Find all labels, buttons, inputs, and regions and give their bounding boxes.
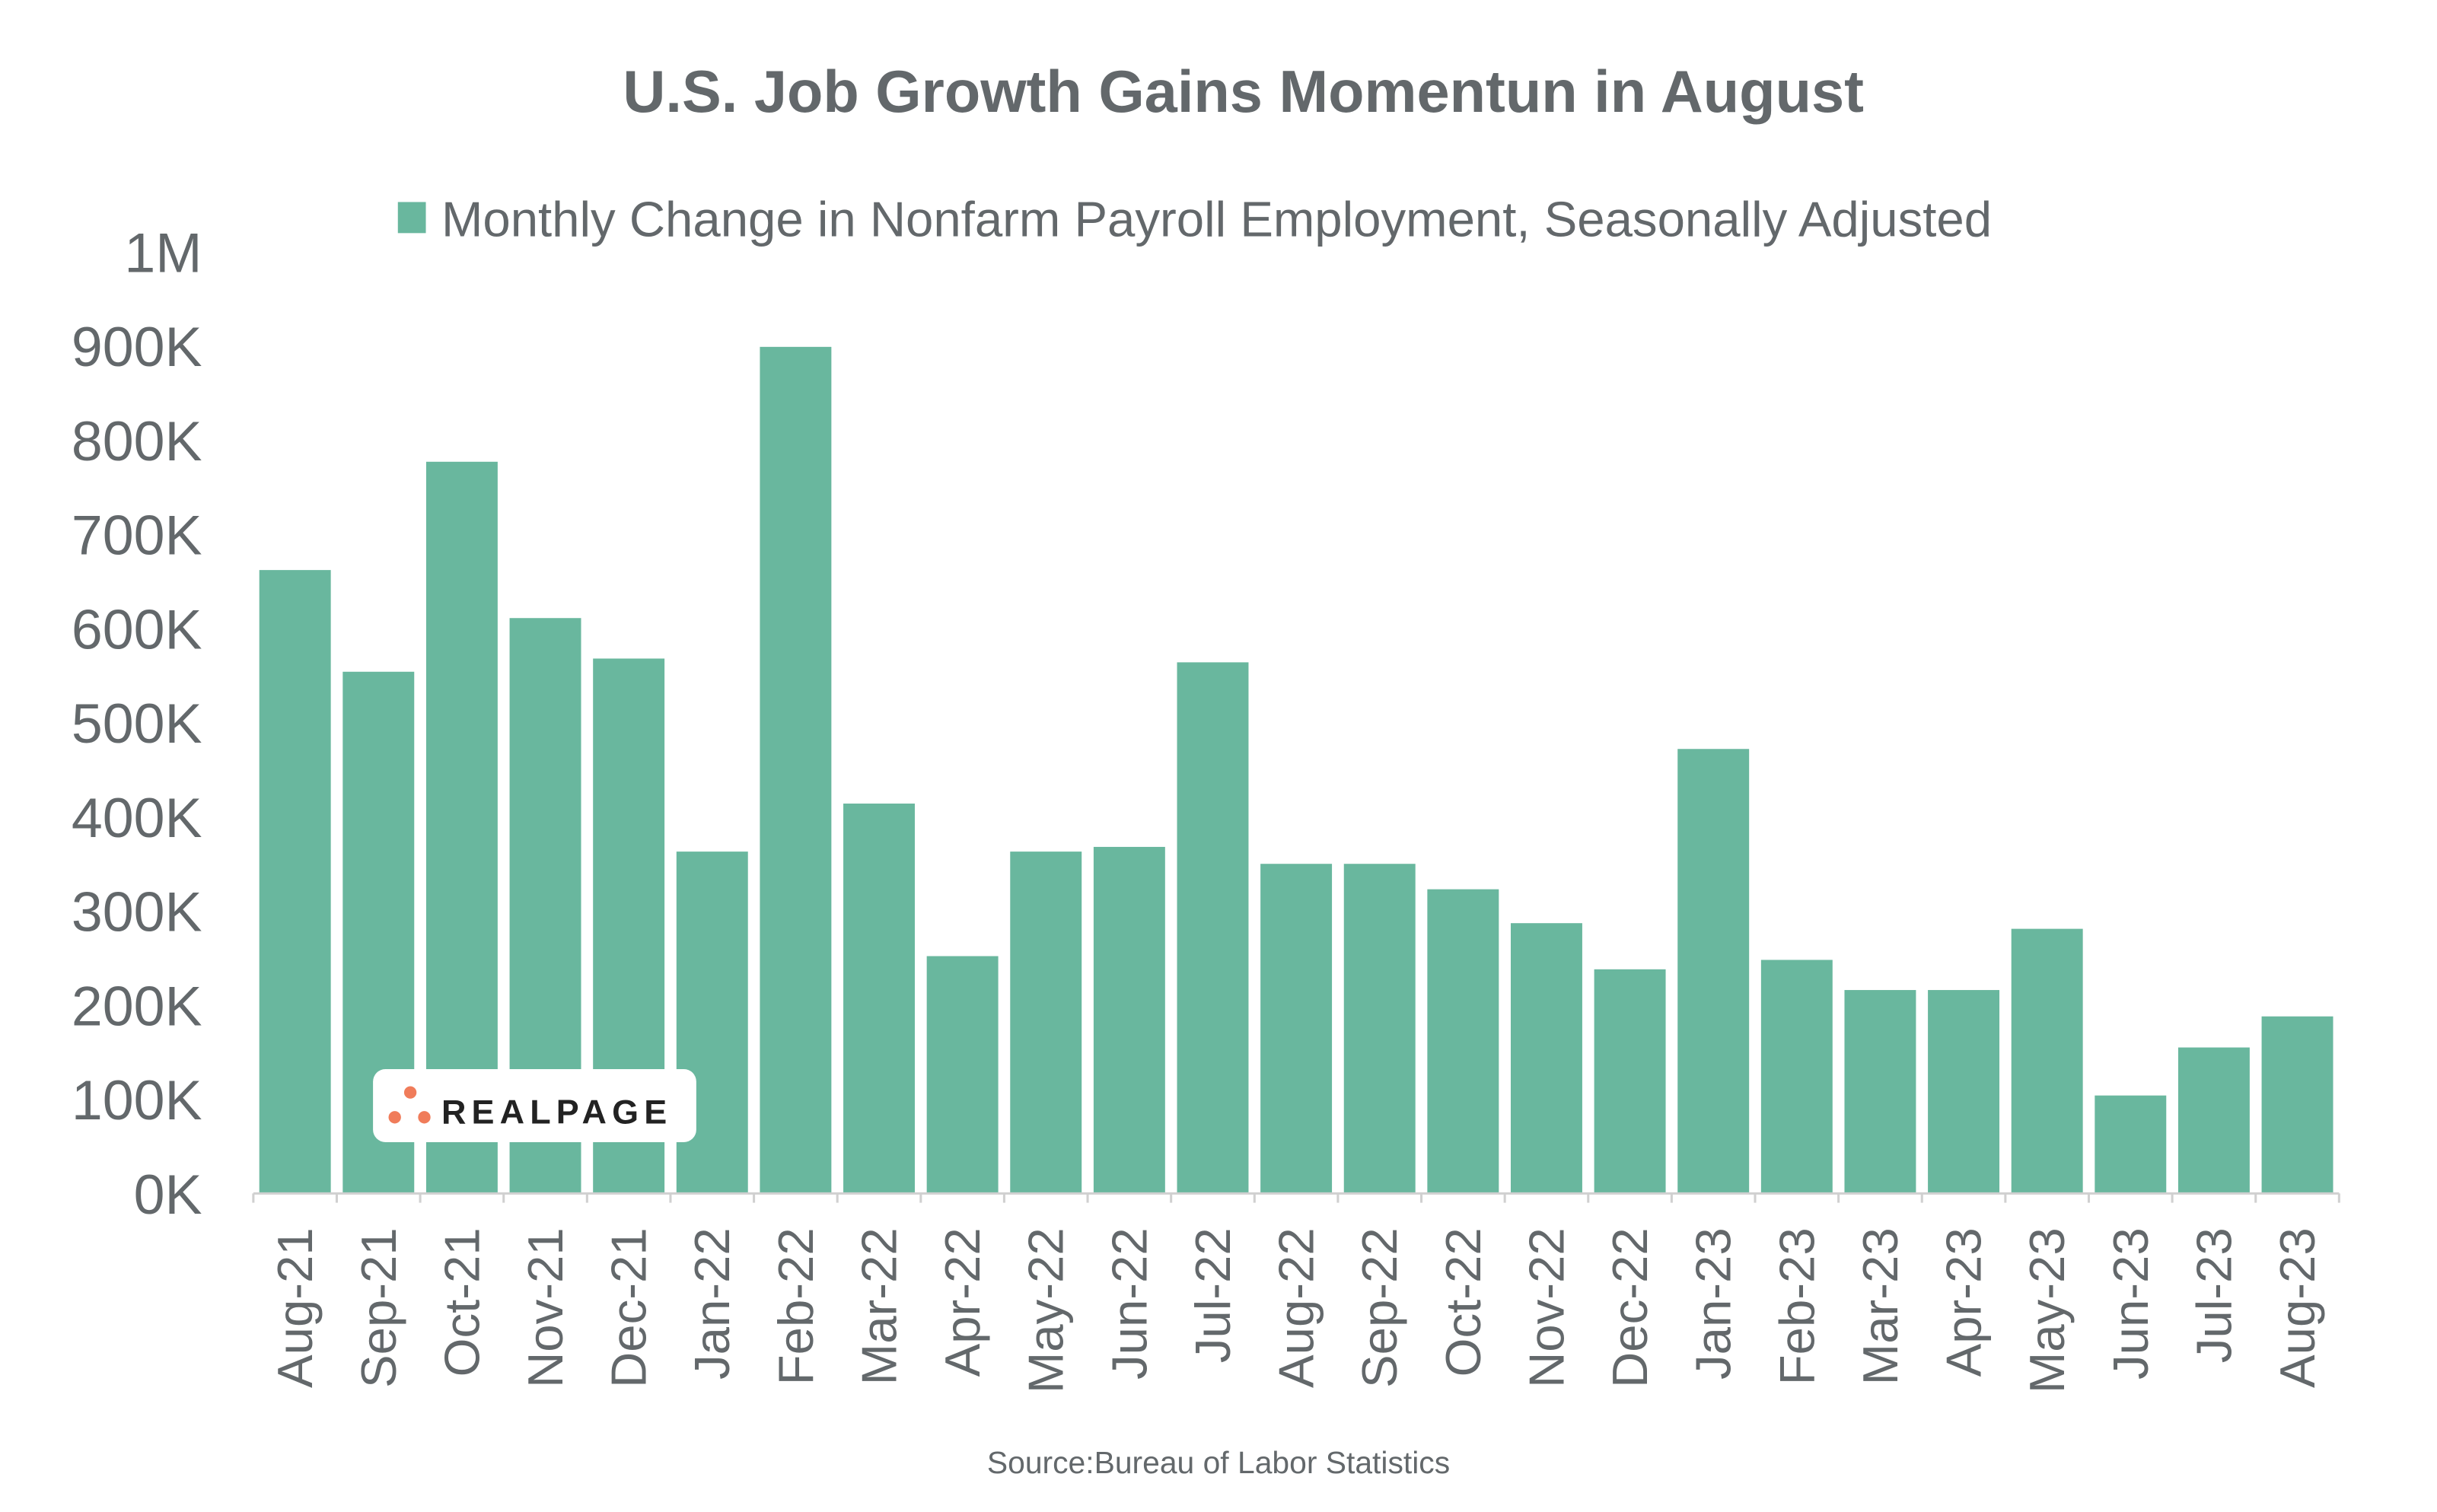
- bar: [259, 570, 331, 1194]
- x-tick-label: May-23: [2019, 1227, 2075, 1393]
- bar: [2261, 1016, 2333, 1194]
- y-tick-label: 300K: [72, 880, 202, 944]
- x-tick-label: Jul-22: [1185, 1227, 1241, 1363]
- bar: [2011, 928, 2083, 1194]
- bar: [1093, 846, 1165, 1194]
- x-axis: Aug-21 Sep-21 Oct-21 Nov-21 Dec-21 Jan-22 Feb-…: [252, 1193, 2340, 1393]
- x-tick-label: Dec-22: [1602, 1227, 1658, 1388]
- logo-text: REALPAGE: [441, 1092, 672, 1131]
- y-tick-label: 900K: [72, 315, 202, 378]
- realpage-logo: REALPAGE: [373, 1068, 696, 1142]
- x-tick-label: Nov-22: [1518, 1227, 1574, 1388]
- legend-swatch: [397, 202, 426, 234]
- x-tick-label: Apr-22: [935, 1227, 990, 1377]
- y-tick-label: 700K: [72, 504, 202, 567]
- y-tick-label: 0K: [134, 1163, 202, 1226]
- bars: [259, 346, 2333, 1194]
- bar: [1760, 960, 1833, 1194]
- bar: [926, 956, 999, 1194]
- x-tick-label: Dec-21: [601, 1227, 657, 1388]
- x-tick-label: Apr-23: [1936, 1227, 1992, 1377]
- bar: [1343, 864, 1416, 1194]
- x-tick-label: Aug-21: [267, 1227, 323, 1388]
- logo-dot: [403, 1086, 417, 1099]
- logo-dot: [418, 1111, 431, 1124]
- y-axis: 0K 100K 200K 300K 400K 500K 600K 700K 800K 900K 1M: [72, 221, 202, 1226]
- bar: [1010, 851, 1082, 1194]
- x-tick-label: Feb-22: [768, 1227, 823, 1385]
- x-tick-label: Jan-23: [1686, 1227, 1741, 1380]
- y-tick-label: 200K: [72, 974, 202, 1037]
- y-tick-label: 1M: [124, 221, 202, 284]
- logo-dot: [388, 1111, 401, 1124]
- bar: [1928, 990, 2000, 1194]
- y-tick-label: 100K: [72, 1068, 202, 1132]
- x-tick-label: Oct-22: [1435, 1227, 1491, 1377]
- bar: [676, 851, 748, 1194]
- x-tick-label: Mar-23: [1852, 1227, 1908, 1385]
- bar: [2177, 1047, 2250, 1194]
- source-note: Source:Bureau of Labor Statistics: [987, 1445, 1450, 1480]
- y-tick-label: 600K: [72, 597, 202, 661]
- y-tick-label: 500K: [72, 692, 202, 755]
- x-tick-label: Feb-23: [1769, 1227, 1824, 1385]
- x-tick-label: Mar-22: [851, 1227, 906, 1385]
- legend: Monthly Change in Nonfarm Payroll Employ…: [397, 191, 1992, 247]
- bar: [760, 346, 832, 1194]
- bar: [1177, 662, 1249, 1194]
- chart-title: U.S. Job Growth Gains Momentun in August: [623, 59, 1864, 125]
- y-tick-label: 400K: [72, 786, 202, 849]
- x-tick-label: Jun-22: [1101, 1227, 1157, 1380]
- bar: [1510, 923, 1582, 1194]
- x-tick-label: Nov-21: [518, 1227, 573, 1388]
- x-tick-label: Jul-23: [2186, 1227, 2241, 1363]
- bar: [2095, 1095, 2167, 1194]
- legend-label: Monthly Change in Nonfarm Payroll Employ…: [441, 191, 1992, 247]
- bar: [1260, 864, 1333, 1194]
- x-tick-label: May-22: [1018, 1227, 1074, 1393]
- x-tick-label: Aug-23: [2270, 1227, 2325, 1388]
- bar: [1677, 749, 1750, 1194]
- bar: [1594, 969, 1666, 1194]
- x-tick-label: Oct-21: [434, 1227, 489, 1377]
- x-tick-label: Sep-22: [1352, 1227, 1407, 1388]
- x-tick-label: Aug-22: [1269, 1227, 1324, 1388]
- bar: [1844, 990, 1916, 1194]
- y-tick-label: 800K: [72, 409, 202, 473]
- x-tick-label: Sep-21: [351, 1227, 406, 1388]
- x-tick-label: Jan-22: [684, 1227, 740, 1380]
- bar: [1427, 889, 1499, 1194]
- bar: [843, 804, 915, 1194]
- x-tick-label: Jun-23: [2103, 1227, 2158, 1380]
